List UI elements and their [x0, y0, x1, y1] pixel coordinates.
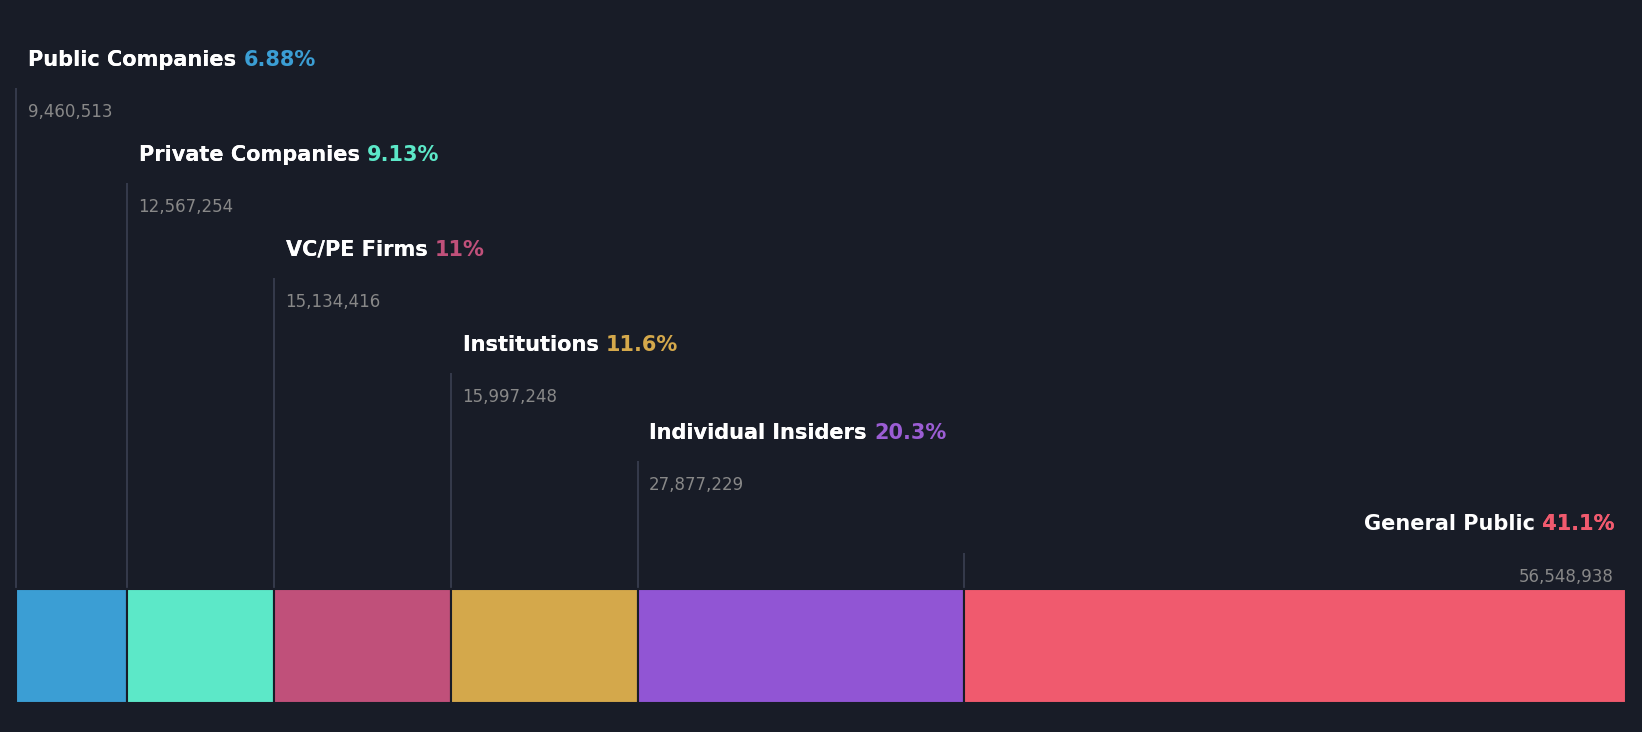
Text: 11%: 11%	[435, 240, 484, 260]
Bar	[452, 589, 637, 703]
Bar	[126, 589, 274, 703]
Text: Institutions: Institutions	[463, 335, 606, 355]
Bar	[637, 589, 964, 703]
Text: 15,997,248: 15,997,248	[463, 388, 558, 406]
Text: VC/PE Firms: VC/PE Firms	[286, 240, 435, 260]
Text: Public Companies: Public Companies	[28, 50, 243, 70]
Text: VC/PE Firms: VC/PE Firms	[286, 240, 435, 260]
Text: 56,548,938: 56,548,938	[1519, 567, 1614, 586]
Text: 20.3%: 20.3%	[874, 423, 946, 443]
Text: Private Companies: Private Companies	[138, 145, 366, 165]
Text: Individual Insiders: Individual Insiders	[649, 423, 874, 443]
Text: 41.1%: 41.1%	[1535, 515, 1614, 534]
Text: 41.1%: 41.1%	[1535, 515, 1614, 534]
Text: Institutions: Institutions	[463, 335, 606, 355]
Bar	[274, 589, 452, 703]
Text: Private Companies: Private Companies	[138, 145, 366, 165]
Text: 12,567,254: 12,567,254	[138, 198, 233, 216]
Bar	[964, 589, 1626, 703]
Text: 6.88%: 6.88%	[243, 50, 315, 70]
Text: Public Companies: Public Companies	[28, 50, 243, 70]
Text: 11.6%: 11.6%	[606, 335, 678, 355]
Text: 9.13%: 9.13%	[366, 145, 440, 165]
Text: General Public: General Public	[1363, 515, 1535, 534]
Bar	[16, 589, 126, 703]
Text: 27,877,229: 27,877,229	[649, 476, 744, 494]
Text: 15,134,416: 15,134,416	[286, 293, 381, 311]
Text: 9,460,513: 9,460,513	[28, 102, 112, 121]
Text: Individual Insiders: Individual Insiders	[649, 423, 874, 443]
